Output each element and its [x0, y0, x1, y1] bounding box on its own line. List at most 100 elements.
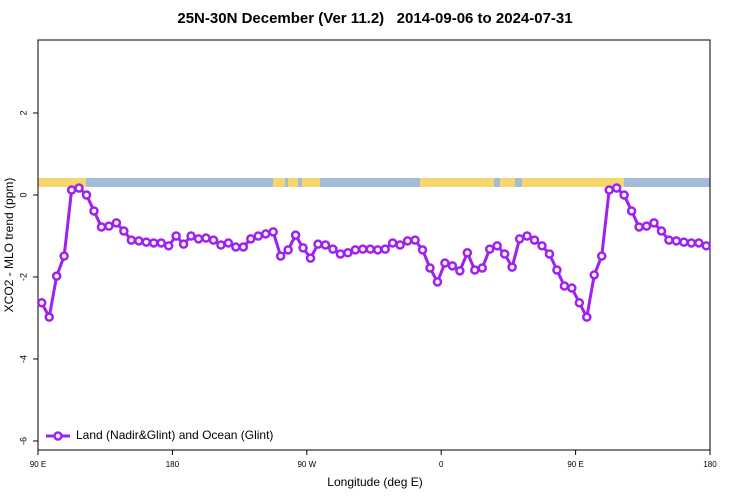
point [507, 262, 517, 272]
point [537, 241, 547, 251]
point [275, 251, 286, 261]
point [619, 190, 629, 200]
point [387, 238, 398, 248]
x-tick-label: 90 W [297, 460, 316, 469]
point [686, 238, 697, 248]
x-tick-label: 90 E [567, 460, 583, 469]
point [216, 240, 226, 250]
land-band [302, 178, 320, 187]
point [664, 235, 674, 245]
point [350, 245, 361, 255]
point [141, 237, 152, 247]
point [447, 261, 458, 271]
point [328, 244, 338, 254]
point [44, 312, 54, 322]
chart-title: 25N-30N December (Ver 11.2) 2014-09-06 t… [177, 10, 572, 27]
point [358, 244, 368, 254]
point [148, 238, 159, 248]
point [126, 235, 137, 245]
point [163, 241, 174, 251]
land-ocean-band [38, 178, 710, 187]
point [402, 236, 413, 246]
point [335, 249, 346, 259]
point [186, 231, 196, 241]
point [104, 221, 114, 231]
point [208, 235, 219, 245]
point [626, 206, 637, 216]
point [260, 229, 271, 239]
point [283, 245, 293, 255]
point [432, 277, 443, 287]
point [596, 251, 607, 261]
point [462, 248, 473, 258]
x-tick-label: 180 [166, 460, 180, 469]
land-band [273, 178, 285, 187]
point [574, 298, 585, 308]
x-tick-label: 90 E [30, 460, 46, 469]
y-axis-label: XCO2 - MLO trend (ppm) [2, 178, 16, 313]
point [253, 231, 264, 241]
point [59, 251, 69, 261]
land-band [38, 178, 86, 187]
point [305, 253, 316, 263]
point [223, 238, 234, 248]
point [671, 236, 682, 246]
point [268, 227, 278, 237]
point [96, 222, 107, 232]
point [582, 312, 592, 322]
y-tick-label: -4 [18, 355, 28, 363]
point [395, 240, 405, 250]
point [417, 245, 428, 255]
point [231, 242, 241, 252]
point [193, 234, 204, 244]
point [178, 239, 189, 249]
point [634, 222, 644, 232]
point [238, 242, 249, 252]
point [656, 226, 667, 236]
point [246, 234, 256, 244]
land-band [522, 178, 624, 187]
point [470, 265, 480, 275]
point [89, 206, 99, 216]
point [484, 244, 495, 254]
point [313, 239, 323, 249]
point [66, 185, 77, 195]
point [111, 218, 122, 228]
point [36, 298, 47, 308]
point [589, 270, 600, 280]
point [156, 238, 166, 248]
point [51, 271, 62, 281]
point [440, 258, 450, 268]
point [567, 283, 577, 293]
x-tick-label: 0 [439, 460, 444, 469]
point [552, 265, 562, 275]
y-tick-label: -6 [18, 437, 28, 445]
land-band [500, 178, 515, 187]
point [529, 235, 540, 245]
x-tick-label: 180 [703, 460, 717, 469]
legend-label: Land (Nadir&Glint) and Ocean (Glint) [76, 428, 273, 442]
point [372, 245, 383, 255]
point [425, 263, 435, 273]
point [701, 241, 712, 251]
point [81, 190, 92, 200]
point [544, 249, 555, 259]
ocean-band [38, 178, 710, 187]
y-tick-label: 0 [18, 192, 28, 197]
point [499, 249, 510, 259]
point [74, 183, 84, 193]
point [343, 248, 353, 258]
point [298, 243, 308, 253]
point [679, 237, 689, 247]
land-band [288, 178, 298, 187]
point [559, 281, 570, 291]
point [649, 218, 659, 228]
point [477, 263, 488, 273]
point [514, 234, 525, 244]
point [201, 233, 211, 243]
y-tick-label: -2 [18, 273, 28, 281]
legend-marker [53, 431, 63, 441]
point [641, 221, 652, 231]
point [694, 238, 704, 248]
